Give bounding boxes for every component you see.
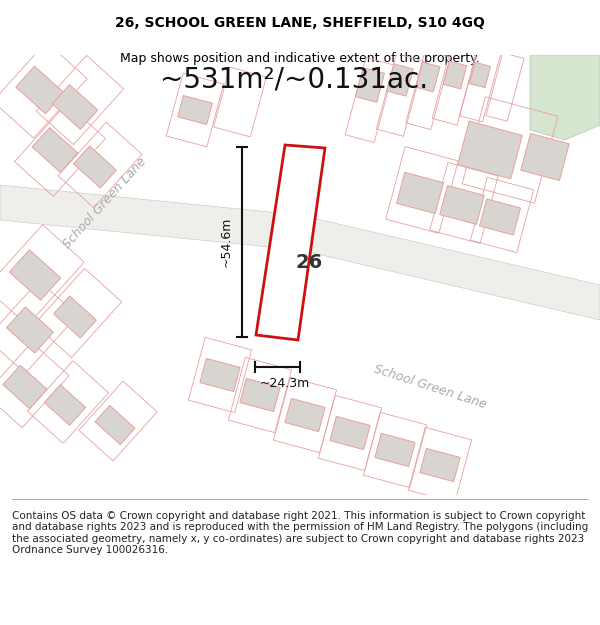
Text: Map shows position and indicative extent of the property.: Map shows position and indicative extent… [120, 52, 480, 65]
Polygon shape [440, 186, 484, 224]
Polygon shape [0, 185, 600, 320]
Polygon shape [74, 146, 116, 188]
Polygon shape [200, 358, 240, 392]
Polygon shape [479, 199, 521, 235]
Polygon shape [32, 127, 78, 172]
Text: 26: 26 [295, 253, 323, 271]
Polygon shape [95, 406, 135, 444]
Polygon shape [16, 66, 64, 114]
Polygon shape [178, 96, 212, 124]
Text: Contains OS data © Crown copyright and database right 2021. This information is : Contains OS data © Crown copyright and d… [12, 511, 588, 556]
Polygon shape [469, 62, 491, 88]
Polygon shape [256, 145, 325, 340]
Polygon shape [44, 385, 86, 425]
Polygon shape [10, 250, 61, 300]
Polygon shape [530, 55, 600, 140]
Polygon shape [355, 68, 385, 102]
Polygon shape [330, 416, 370, 449]
Text: ~54.6m: ~54.6m [220, 217, 233, 268]
Text: School Green Lane: School Green Lane [372, 362, 488, 411]
Polygon shape [240, 378, 280, 412]
Polygon shape [375, 433, 415, 467]
Text: 26, SCHOOL GREEN LANE, SHEFFIELD, S10 4GQ: 26, SCHOOL GREEN LANE, SHEFFIELD, S10 4G… [115, 16, 485, 31]
Text: ~24.3m: ~24.3m [260, 377, 310, 390]
Polygon shape [416, 62, 440, 92]
Polygon shape [387, 64, 413, 96]
Polygon shape [285, 398, 325, 432]
Polygon shape [7, 307, 53, 353]
Polygon shape [53, 296, 97, 338]
Polygon shape [397, 173, 443, 214]
Polygon shape [420, 448, 460, 482]
Text: School Green Lane: School Green Lane [61, 155, 149, 251]
Polygon shape [458, 121, 523, 179]
Text: ~531m²/~0.131ac.: ~531m²/~0.131ac. [160, 66, 428, 94]
Polygon shape [443, 61, 467, 89]
Polygon shape [521, 134, 569, 181]
Polygon shape [52, 84, 98, 129]
Polygon shape [3, 365, 47, 409]
